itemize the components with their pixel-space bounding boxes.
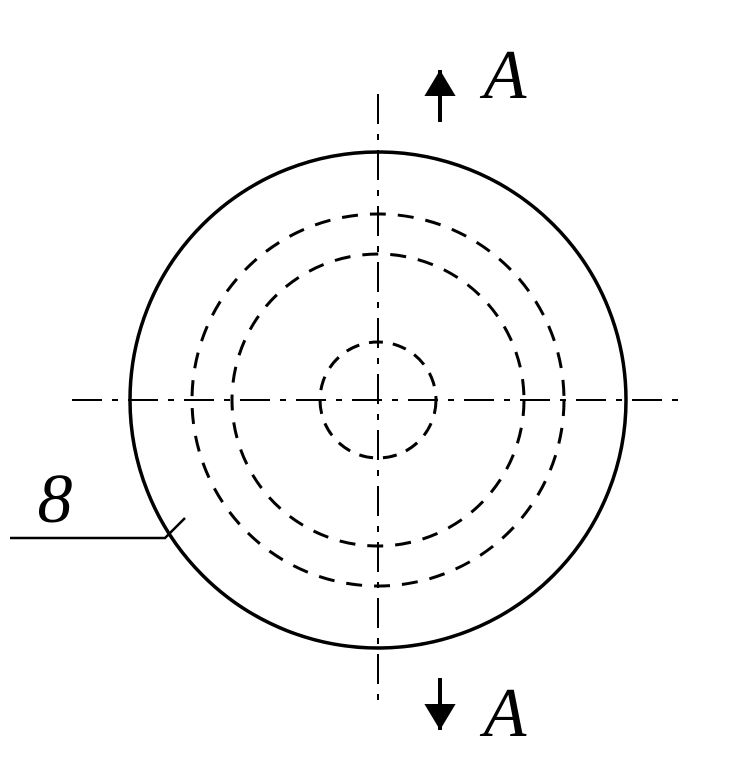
callout-label: 8 (38, 461, 73, 538)
engineering-diagram: A A 8 (0, 0, 756, 758)
section-label-bottom: A (480, 675, 527, 752)
section-arrow-top (424, 70, 455, 96)
callout-leader (10, 518, 185, 538)
section-label-top: A (480, 37, 527, 114)
section-arrow-bottom (424, 704, 455, 730)
